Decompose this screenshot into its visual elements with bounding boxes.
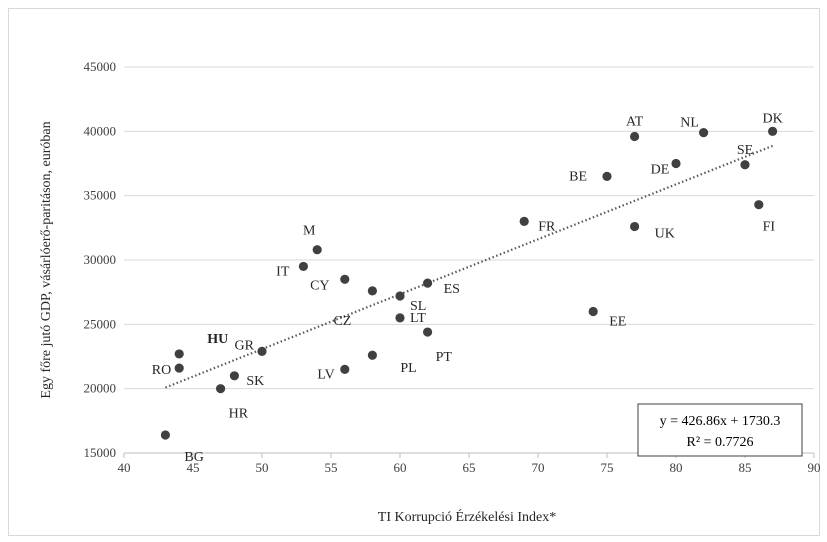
y-tick-label: 15000 [84, 445, 117, 460]
point-label-sl: SL [410, 299, 426, 314]
point-label-pt: PT [436, 350, 453, 365]
point-label-nl: NL [680, 116, 699, 131]
point-label-fr: FR [538, 219, 556, 234]
gridlines [124, 66, 814, 390]
point-fi [754, 200, 764, 210]
point-at [630, 131, 640, 142]
point-es [423, 278, 433, 288]
x-tick-label: 45 [187, 460, 200, 475]
point-label-pl: PL [400, 361, 416, 376]
point-de [671, 158, 681, 169]
point-se [740, 160, 750, 170]
y-tick-label: 20000 [84, 381, 117, 396]
point-label-be: BE [569, 169, 587, 184]
point-label-sk: SK [246, 374, 264, 389]
point-label-m: M [303, 224, 316, 239]
point-label-hr: HR [229, 407, 249, 422]
point-label-de: DE [651, 163, 670, 178]
point-label-hu: HU [207, 332, 228, 347]
x-tick-label: 85 [739, 460, 752, 475]
point-be [602, 171, 612, 181]
point-gr [257, 346, 267, 356]
trendline-equation: y = 426.86x + 1730.3 [660, 414, 781, 429]
point-label-bg: BG [184, 450, 203, 465]
point-label-lt: LT [410, 311, 426, 326]
point-sl [395, 291, 405, 301]
point-it [298, 261, 308, 272]
y-tick-label: 40000 [84, 123, 117, 138]
y-tick-label: 30000 [84, 252, 117, 267]
point-bg [160, 430, 170, 440]
point-label-lv: LV [317, 367, 334, 382]
x-tick-label: 75 [601, 460, 614, 475]
point-pt [423, 327, 433, 337]
x-tick-label: 50 [256, 460, 269, 475]
x-tick-label: 70 [532, 460, 545, 475]
point-label-es: ES [444, 282, 460, 297]
point-uk [630, 221, 640, 232]
point-label-gr: GR [235, 338, 255, 353]
point-label-cz: CZ [333, 314, 351, 329]
point-ro [174, 363, 184, 373]
x-tick-label: 55 [325, 460, 338, 475]
point-label-it: IT [276, 264, 290, 279]
point-lt [395, 313, 405, 323]
points-layer [160, 126, 778, 440]
point-label-dk: DK [762, 111, 782, 126]
trendline [164, 144, 774, 389]
point-label-ro: RO [152, 363, 171, 378]
point-label-uk: UK [655, 227, 675, 242]
y-tick-label: 45000 [84, 59, 117, 74]
x-tick-label: 65 [463, 460, 476, 475]
point-label-cy: CY [310, 278, 329, 293]
trendline-layer [164, 144, 774, 389]
point-label-se: SE [737, 143, 753, 158]
x-tick-label: 60 [394, 460, 407, 475]
point-hr [216, 384, 226, 394]
x-axis-label: TI Korrupció Érzékelési Index* [378, 508, 556, 525]
point-label-fi: FI [763, 220, 776, 235]
point-label-ee: EE [609, 314, 626, 329]
point-fr [519, 216, 529, 226]
point-cy [340, 274, 350, 284]
point-pl [367, 350, 377, 360]
y-tick-label: 25000 [84, 316, 117, 331]
point-hu [174, 349, 184, 359]
point-nl [699, 128, 709, 138]
equation-box: y = 426.86x + 1730.3 R² = 0.7726 [637, 403, 803, 457]
point-label-at: AT [626, 114, 644, 129]
y-tick-label: 35000 [84, 188, 117, 203]
point-labels-layer: DK NL AT DE SE BE FI FR UK M IT CY ES CZ SL EE LT PT GR HU P… [152, 111, 783, 465]
point-lv [340, 364, 350, 374]
point-ee [588, 306, 598, 317]
point-m [312, 245, 322, 255]
point-dk [768, 126, 778, 136]
x-tick-label: 90 [808, 460, 821, 475]
r-squared-value: R² = 0.7726 [687, 435, 754, 450]
equation-box-border [637, 403, 803, 457]
y-axis-label: Egy főre jutó GDP, vásárlóerő-paritáson,… [39, 121, 54, 398]
x-tick-label: 40 [118, 460, 131, 475]
point-cz [367, 286, 377, 296]
x-tick-label: 80 [670, 460, 683, 475]
point-sk [229, 371, 239, 381]
